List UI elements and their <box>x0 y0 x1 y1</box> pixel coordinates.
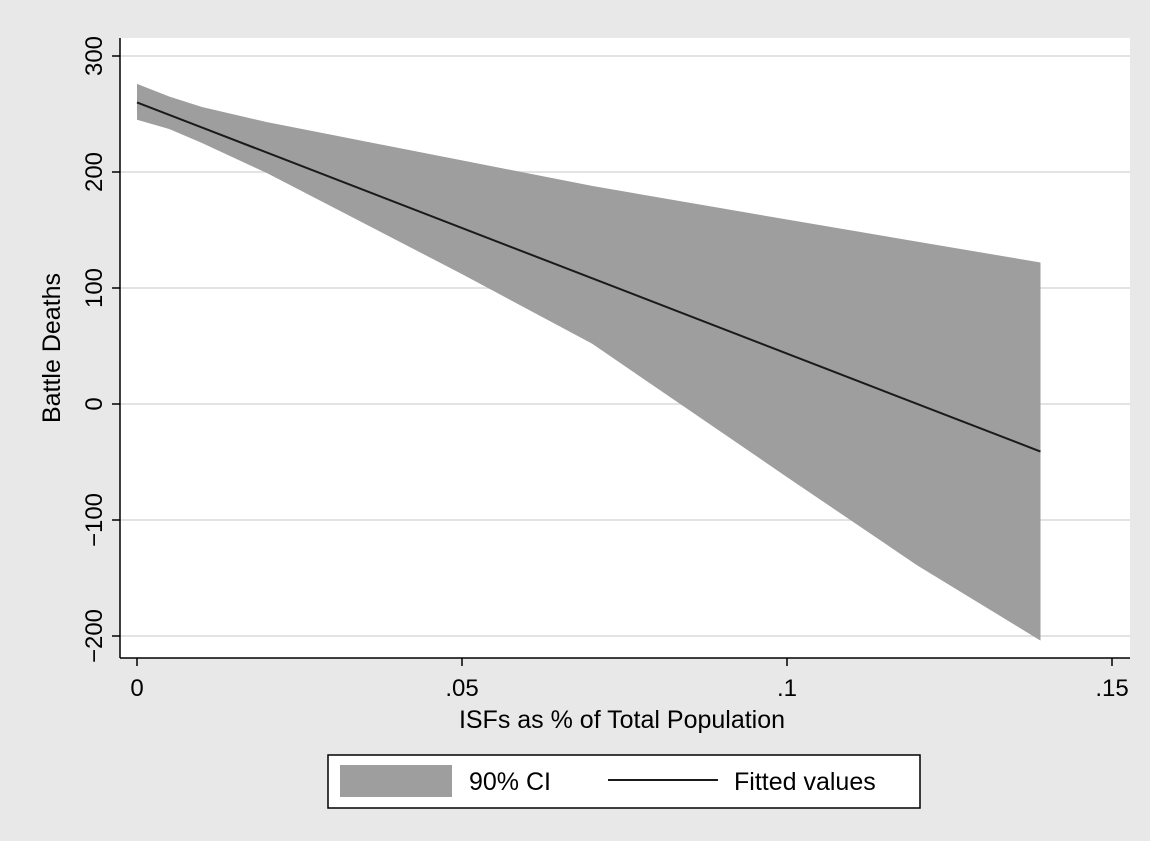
x-ticks: 0 .05 .1 .15 <box>130 658 1129 702</box>
y-tick-label: 200 <box>81 152 108 192</box>
x-tick-label: .05 <box>445 675 478 702</box>
legend-label-ci: 90% CI <box>469 768 551 796</box>
legend-label-fitted: Fitted values <box>734 768 876 796</box>
x-axis-title: ISFs as % of Total Population <box>459 706 785 734</box>
ci-band <box>137 83 1041 641</box>
x-tick-label: .15 <box>1095 675 1128 702</box>
y-axis-title: Battle Deaths <box>38 273 66 423</box>
x-tick-label: .1 <box>777 675 797 702</box>
legend-swatch-ci <box>340 765 452 797</box>
fitted-line <box>136 101 1041 453</box>
legend: 90% CI Fitted values <box>327 754 921 809</box>
y-tick-label: −200 <box>81 609 108 663</box>
y-tick-label: 100 <box>81 268 108 308</box>
y-tick-label: 300 <box>81 36 108 76</box>
fitted-line-layer <box>136 101 1041 453</box>
ci-band-layer <box>137 83 1041 641</box>
y-ticks: −200 −100 0 100 200 300 <box>81 36 120 663</box>
x-tick-label: 0 <box>130 675 143 702</box>
y-tick-label: 0 <box>81 397 108 410</box>
y-tick-label: −100 <box>81 493 108 547</box>
